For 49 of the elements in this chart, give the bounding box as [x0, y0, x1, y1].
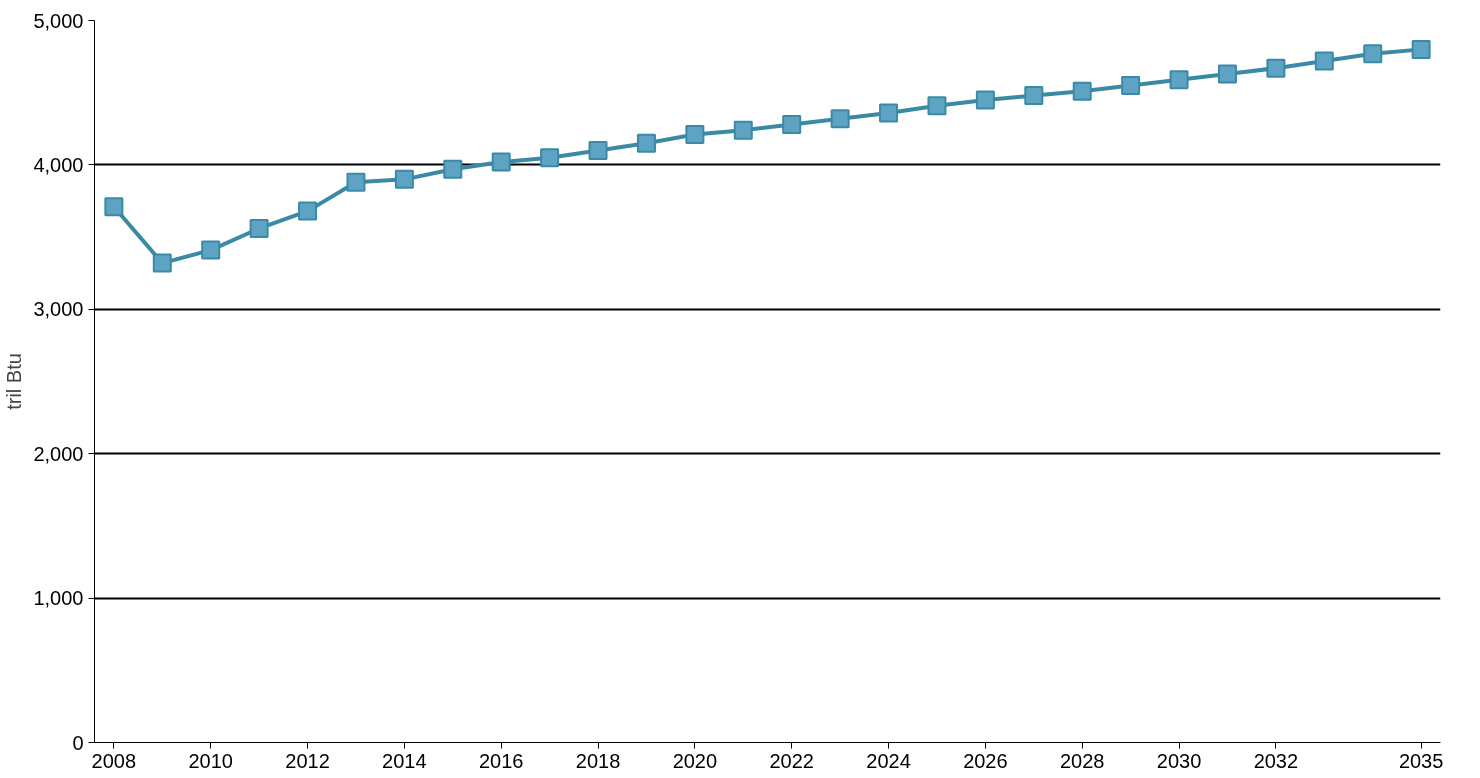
y-tick-label: 2,000 [33, 442, 84, 465]
x-tick-label: 2035 [1398, 749, 1444, 772]
point [879, 103, 899, 123]
point [394, 169, 414, 189]
x-tick-label: 2024 [866, 749, 911, 772]
point [298, 201, 318, 221]
point [1121, 75, 1141, 95]
point [249, 218, 269, 238]
point [152, 253, 172, 273]
x-tick-label: 2032 [1253, 749, 1299, 772]
x-tick-label: 2030 [1156, 749, 1202, 772]
point [1072, 81, 1092, 101]
point [685, 125, 705, 145]
point [1266, 58, 1286, 78]
point [1217, 64, 1237, 84]
x-tick-label: 2026 [963, 749, 1008, 772]
point [1169, 70, 1189, 90]
x-tick-label: 2020 [672, 749, 718, 772]
point [782, 114, 802, 134]
y-axis-title: tril Btu [3, 353, 26, 410]
point [1411, 39, 1431, 59]
point [733, 120, 753, 140]
y-tick-label: 1,000 [33, 587, 84, 610]
point [975, 90, 995, 110]
point [491, 152, 511, 172]
x-tick-label: 2010 [188, 749, 233, 772]
point [540, 148, 560, 168]
point [1314, 51, 1334, 71]
y-tick-label: 0 [72, 731, 84, 754]
point [201, 240, 221, 260]
point [927, 96, 947, 116]
point [636, 133, 656, 153]
x-tick-label: 2008 [91, 749, 137, 772]
point [104, 197, 124, 217]
x-tick-label: 2028 [1059, 749, 1105, 772]
point [1363, 44, 1383, 64]
point [1024, 86, 1044, 106]
y-tick-label: 5,000 [33, 9, 84, 32]
y-tick-label: 4,000 [33, 153, 84, 176]
x-tick-label: 2018 [575, 749, 621, 772]
x-tick-label: 2022 [769, 749, 814, 772]
x-tick-label: 2016 [478, 749, 524, 772]
y-tick-label: 3,000 [33, 298, 84, 321]
point [346, 172, 366, 192]
x-tick-label: 2014 [382, 749, 427, 772]
point [830, 109, 850, 129]
x-tick-label: 2012 [285, 749, 330, 772]
point [443, 159, 463, 179]
point [588, 140, 608, 160]
